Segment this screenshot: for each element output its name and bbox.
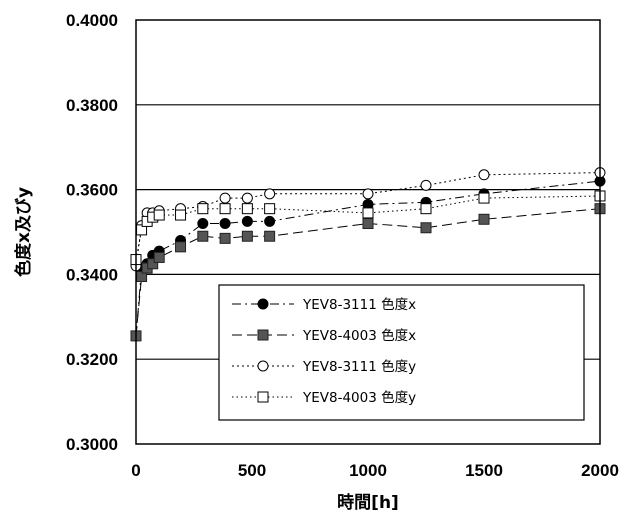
y-axis-ticks: 0.3000 0.3200 0.3400 0.3600 0.3800 0.4000 [66, 11, 118, 454]
data-point [197, 218, 209, 230]
legend-marker [257, 391, 269, 403]
legend-label: YEV8-3111 色度x [302, 296, 416, 313]
data-point [175, 209, 187, 221]
data-point [264, 215, 276, 227]
x-tick-label: 1500 [465, 461, 503, 480]
y-tick-label: 0.4000 [66, 11, 118, 30]
legend-marker [257, 329, 269, 341]
data-point [197, 230, 209, 242]
y-tick-label: 0.3200 [66, 350, 118, 369]
data-point [362, 207, 374, 219]
data-point [420, 179, 432, 191]
y-tick-label: 0.3000 [66, 435, 118, 454]
data-point [478, 192, 490, 204]
legend-box [218, 284, 585, 421]
y-tick-label: 0.3800 [66, 96, 118, 115]
y-tick-label: 0.3400 [66, 265, 118, 284]
data-point [219, 218, 231, 230]
data-point [241, 230, 253, 242]
data-point [147, 258, 159, 270]
data-point [219, 203, 231, 215]
data-point [420, 222, 432, 234]
legend-marker [257, 298, 269, 310]
data-point [241, 192, 253, 204]
x-tick-label: 1000 [349, 461, 387, 480]
data-point [362, 188, 374, 200]
data-point [478, 213, 490, 225]
x-tick-label: 500 [238, 461, 266, 480]
data-point [153, 251, 165, 263]
series-layer [130, 167, 606, 342]
y-axis-title: 色度x及びy [13, 187, 34, 277]
legend: YEV8-3111 色度x YEV8-4003 色度x YEV8-3111 色度y Y… [218, 284, 585, 421]
legend-label: YEV8-4003 色度x [302, 327, 416, 344]
x-tick-label: 0 [131, 461, 140, 480]
data-point [264, 230, 276, 242]
data-point [241, 203, 253, 215]
data-point [420, 203, 432, 215]
data-point [241, 215, 253, 227]
x-axis-title: 時間[h] [337, 492, 399, 513]
legend-marker [257, 360, 269, 372]
data-point [219, 192, 231, 204]
legend-item: YEV8-3111 色度x [232, 296, 416, 313]
legend-item: YEV8-4003 色度y [232, 389, 416, 406]
y-tick-label: 0.3600 [66, 181, 118, 200]
data-point [362, 218, 374, 230]
legend-label: YEV8-3111 色度y [302, 358, 416, 375]
data-point [478, 169, 490, 181]
data-point [219, 232, 231, 244]
data-point [197, 203, 209, 215]
series-line [135, 208, 601, 336]
legend-item: YEV8-3111 色度y [232, 358, 416, 375]
series-2 [130, 203, 606, 342]
data-point [264, 203, 276, 215]
data-point [264, 188, 276, 200]
legend-label: YEV8-4003 色度y [302, 389, 416, 406]
data-point [175, 241, 187, 253]
x-axis-ticks: 0 500 1000 1500 2000 [131, 461, 619, 480]
data-point [153, 209, 165, 221]
x-tick-label: 2000 [581, 461, 619, 480]
plot-frame [135, 19, 601, 445]
legend-item: YEV8-4003 色度x [232, 327, 416, 344]
